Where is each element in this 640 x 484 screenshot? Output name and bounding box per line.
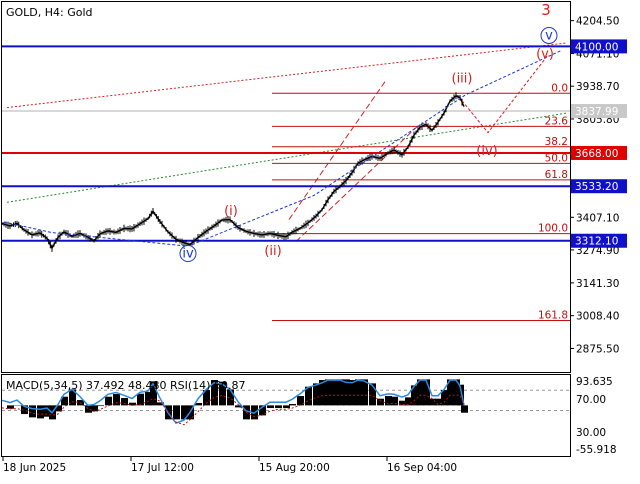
chart-title: GOLD, H4: Gold	[6, 6, 93, 19]
macd-bar	[29, 405, 36, 417]
level-tag-text: 3312.10	[575, 236, 618, 248]
indicator-tick-label: -55.918	[576, 444, 617, 456]
macd-bar	[91, 405, 98, 411]
fib-label-50.0: 50.0	[545, 152, 568, 164]
macd-bar	[267, 405, 274, 408]
level-tag-text: 3668.00	[575, 148, 618, 160]
y-tick-label: 2875.50	[576, 343, 619, 355]
macd-bar	[283, 405, 290, 408]
wave-label-(ii): (ii)	[264, 244, 281, 259]
macd-bar	[461, 405, 468, 412]
wave-label-(iii): (iii)	[452, 72, 473, 87]
wave-label-(v): (v)	[536, 47, 554, 62]
macd-bar	[435, 399, 442, 406]
y-tick-label: 3407.10	[576, 212, 619, 224]
wave-label-(i): (i)	[224, 204, 238, 219]
indicator-tick-label: 93.635	[576, 376, 613, 388]
macd-bar	[113, 394, 120, 405]
fib-label-38.2: 38.2	[545, 136, 568, 148]
y-tick-label: 3008.40	[576, 311, 619, 323]
y-tick-label: 4204.50	[576, 16, 619, 28]
macd-bar	[325, 379, 332, 405]
x-tick-label: 16 Sep 04:00	[387, 462, 457, 474]
y-tick-label: 3938.70	[576, 81, 619, 93]
macd-bar	[121, 398, 128, 405]
fib-label-161.8: 161.8	[538, 309, 568, 321]
macd-bar	[355, 379, 362, 405]
macd-bar	[337, 379, 344, 405]
macd-bar	[173, 405, 180, 419]
level-tag-text: 4100.00	[575, 41, 618, 53]
wave-label-v: v	[545, 28, 553, 43]
level-tag-text: 3533.20	[575, 181, 618, 193]
y-tick-label: 3141.30	[576, 278, 619, 290]
macd-bar	[313, 383, 320, 405]
macd-bar	[37, 405, 44, 418]
macd-bar	[97, 405, 104, 406]
fib-label-23.6: 23.6	[545, 115, 569, 127]
current-price-text: 3837.99	[575, 106, 618, 118]
indicator-title: MACD(5,34,5) 37.492 48.480 RSI(14) 50.87	[6, 379, 245, 392]
macd-bar	[289, 404, 296, 405]
macd-bar	[7, 405, 14, 408]
macd-bar	[349, 380, 356, 405]
wave-label-iv: iv	[182, 247, 194, 262]
indicator-tick-label: 70.00	[576, 394, 606, 406]
wave-label-3: 3	[541, 1, 551, 19]
fib-label-61.8: 61.8	[545, 169, 568, 181]
macd-bar	[105, 397, 112, 406]
wave-label-(iv): (iv)	[476, 144, 497, 159]
fib-label-0.0: 0.0	[551, 82, 568, 94]
macd-bar	[391, 397, 398, 406]
macd-bar	[377, 399, 384, 406]
macd-bar	[275, 405, 282, 408]
x-tick-label: 18 Jun 2025	[3, 462, 66, 474]
macd-bar	[331, 379, 338, 405]
macd-bar	[85, 405, 92, 412]
indicator-tick-label: 30.00	[576, 427, 606, 439]
x-tick-label: 17 Jul 12:00	[131, 462, 194, 474]
fib-label-100.0: 100.0	[538, 223, 568, 235]
x-tick-label: 15 Aug 20:00	[259, 462, 330, 474]
